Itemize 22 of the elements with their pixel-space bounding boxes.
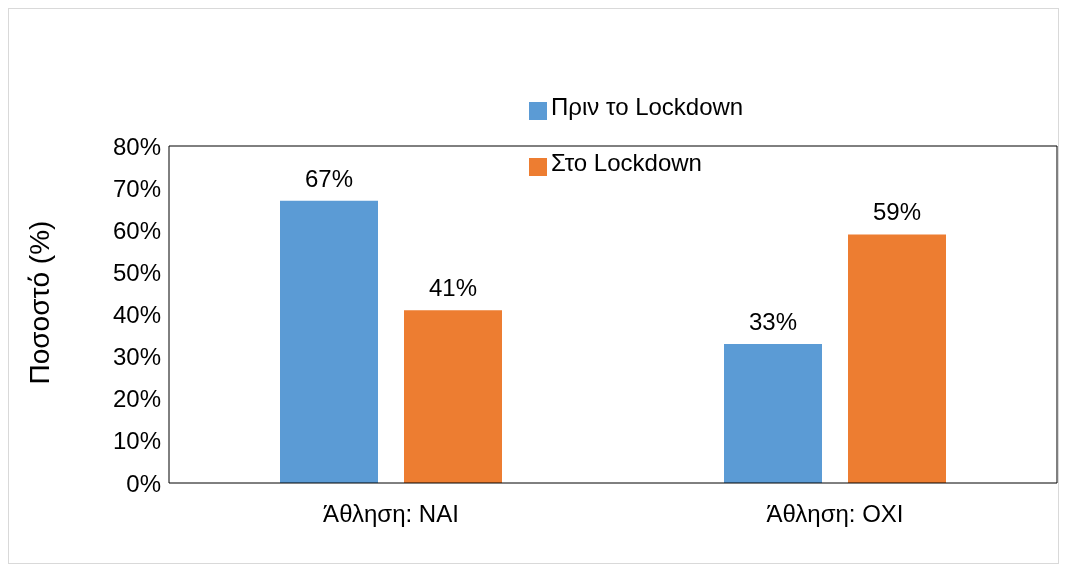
x-tick-label: Άθληση: ΟΧΙ	[766, 500, 904, 528]
bar	[724, 343, 822, 483]
bar	[848, 234, 946, 483]
y-tick-label: 10%	[112, 427, 161, 455]
x-tick-label: Άθληση: ΝΑΙ	[323, 500, 459, 528]
y-tick-label: 20%	[112, 385, 161, 413]
legend-label: Στο Lockdown	[551, 149, 702, 176]
y-tick-label: 30%	[112, 343, 161, 371]
y-tick-label: 70%	[112, 174, 161, 202]
data-label: 67%	[304, 164, 354, 192]
y-axis-title: Ποσοστό (%)	[23, 220, 55, 385]
y-tick-label: 60%	[112, 216, 161, 244]
bar	[280, 200, 378, 483]
bar	[404, 310, 502, 483]
y-tick-label: 80%	[112, 132, 161, 160]
y-tick-label: 50%	[112, 258, 161, 286]
y-tick-label: 40%	[112, 301, 161, 329]
y-tick-label: 0%	[126, 469, 161, 497]
legend-label: Πριν το Lockdown	[551, 93, 744, 120]
data-label: 41%	[428, 274, 478, 302]
data-label: 33%	[748, 307, 798, 335]
data-label: 59%	[872, 198, 922, 226]
